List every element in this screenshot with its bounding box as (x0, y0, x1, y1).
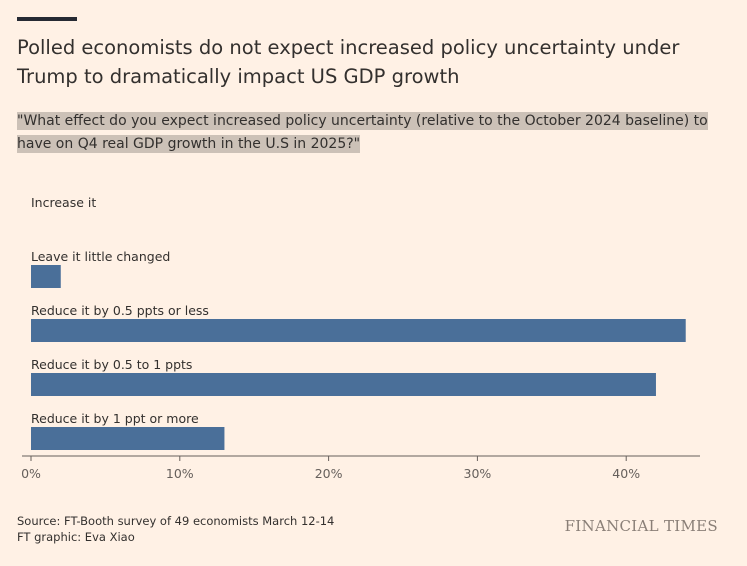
bar (31, 265, 61, 288)
chart-title: Polled economists do not expect increase… (17, 36, 680, 88)
bar (31, 427, 225, 450)
x-tick-label: 10% (166, 466, 194, 481)
source-note: Source: FT-Booth survey of 49 economists… (17, 513, 334, 545)
category-label: Leave it little changed (31, 249, 170, 264)
top-rule (17, 17, 77, 21)
ft-logo: FINANCIAL TIMES (564, 517, 718, 535)
x-tick-label: 20% (315, 466, 343, 481)
credit-text: FT graphic: Eva Xiao (17, 530, 135, 544)
category-label: Reduce it by 0.5 to 1 ppts (31, 357, 192, 372)
bar (31, 319, 686, 342)
x-tick-label: 40% (612, 466, 640, 481)
x-tick-label: 0% (21, 466, 41, 481)
x-tick-label: 30% (464, 466, 492, 481)
bar (31, 373, 656, 396)
bar-chart: Increase it Leave it little changed Reduce… (21, 195, 700, 481)
chart-subtitle: "What effect do you expect increased pol… (17, 110, 717, 156)
category-label: Reduce it by 0.5 ppts or less (31, 303, 209, 318)
source-text: Source: FT-Booth survey of 49 economists… (17, 514, 335, 528)
category-label: Increase it (31, 195, 96, 210)
category-label: Reduce it by 1 ppt or more (31, 411, 199, 426)
